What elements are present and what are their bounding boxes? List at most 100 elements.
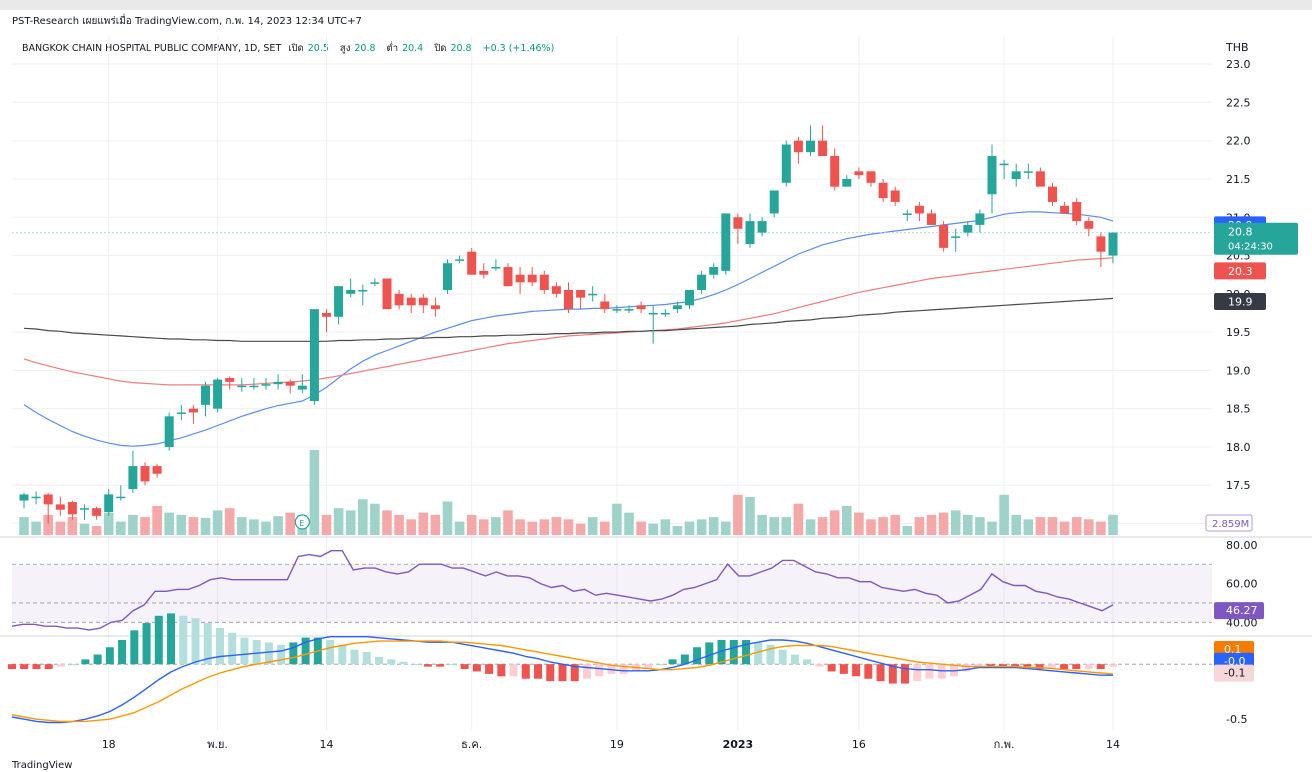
macd-histogram-bar xyxy=(326,640,335,665)
macd-histogram-bar xyxy=(301,637,310,665)
symbol-label: BANGKOK CHAIN HOSPITAL PUBLIC COMPANY, 1… xyxy=(22,43,282,54)
rsi-tick-label: 80.00 xyxy=(1226,539,1258,552)
volume-bar xyxy=(793,503,804,535)
macd-histogram-bar xyxy=(742,640,750,665)
x-tick-label: พ.ย. xyxy=(207,738,228,751)
macd-value-label: 0.1 xyxy=(1224,643,1242,656)
candle-body xyxy=(92,508,102,516)
candle-body xyxy=(237,385,247,388)
macd-histogram-bar xyxy=(289,642,298,665)
volume-bar xyxy=(648,523,658,535)
macd-histogram-bar xyxy=(448,664,457,666)
candle-body xyxy=(394,293,404,306)
candle-body xyxy=(588,293,598,296)
volume-bar xyxy=(950,510,961,535)
volume-bar xyxy=(176,514,187,535)
price-label-box-1 xyxy=(1214,222,1298,255)
price-tick-label: 22.5 xyxy=(1226,96,1251,109)
candle-body xyxy=(443,263,452,290)
macd-histogram-bar xyxy=(167,613,176,665)
candle-body xyxy=(273,381,283,385)
volume-bar xyxy=(551,517,562,535)
price-tick-label: 18.5 xyxy=(1226,403,1251,416)
candle-body xyxy=(1023,171,1033,173)
volume-bar xyxy=(503,510,513,535)
macd-histogram-bar xyxy=(595,664,604,677)
volume-bar xyxy=(781,517,792,535)
macd-histogram-bar xyxy=(240,637,249,665)
macd-histogram-bar xyxy=(986,664,995,667)
candle-body xyxy=(406,297,416,306)
candle-body xyxy=(515,274,525,283)
macd-histogram-bar xyxy=(93,654,102,665)
rsi-tick-label: 60.00 xyxy=(1226,578,1258,591)
volume-bar xyxy=(394,514,404,535)
macd-histogram-bar xyxy=(1047,664,1056,670)
macd-histogram-bar xyxy=(399,661,408,665)
macd-histogram-bar xyxy=(521,664,530,679)
volume-bar xyxy=(358,499,368,535)
macd-histogram-bar xyxy=(582,664,591,679)
macd-histogram-bar xyxy=(864,664,873,679)
candle-body xyxy=(636,305,646,310)
candle-body xyxy=(539,274,549,290)
macd-tick-label: -0.5 xyxy=(1226,713,1247,726)
macd-histogram-bar xyxy=(534,664,543,679)
candle-body xyxy=(104,494,114,513)
macd-histogram-bar xyxy=(925,664,934,679)
volume-bar xyxy=(212,510,223,535)
candle-body xyxy=(55,504,65,510)
macd-histogram-bar xyxy=(803,659,812,665)
macd-histogram-bar xyxy=(680,654,689,665)
candle-body xyxy=(721,213,731,271)
volume-bar xyxy=(479,519,489,535)
candle-body xyxy=(80,508,89,510)
price-tick-label: 21.5 xyxy=(1226,173,1251,186)
x-tick-label: ธ.ค. xyxy=(461,738,482,751)
volume-bar xyxy=(19,517,29,535)
candle-body xyxy=(1011,171,1021,179)
volume-bar xyxy=(672,526,683,535)
macd-histogram-bar xyxy=(570,664,579,682)
rsi-line xyxy=(11,550,1114,631)
volume-bar xyxy=(103,512,114,535)
macd-histogram-bar xyxy=(460,664,469,670)
volume-bar xyxy=(696,519,707,535)
price-label-text: 20.8 xyxy=(1228,226,1253,239)
candle-body xyxy=(201,385,210,405)
macd-line xyxy=(11,636,1113,724)
macd-histogram-bar xyxy=(974,664,983,667)
volume-bar xyxy=(999,494,1009,535)
macd-histogram-bar xyxy=(509,664,518,677)
macd-histogram-bar xyxy=(436,664,445,667)
volume-bar xyxy=(890,514,900,535)
volume-badge-box xyxy=(1205,514,1253,532)
close-label: ปิด xyxy=(434,43,447,54)
volume-bar xyxy=(587,517,598,535)
macd-histogram-bar xyxy=(252,640,261,665)
candle-body xyxy=(769,190,779,214)
candle-body xyxy=(297,385,307,390)
volume-bar xyxy=(333,508,344,535)
macd-histogram-bar xyxy=(44,664,53,670)
volume-bar xyxy=(224,508,235,535)
candle-body xyxy=(334,286,344,317)
candle-body xyxy=(430,305,440,310)
volume-bar xyxy=(249,519,259,535)
candle-body xyxy=(999,163,1009,166)
volume-bar xyxy=(1084,519,1094,535)
candle-body xyxy=(781,144,791,183)
macd-histogram-bar xyxy=(32,664,41,670)
macd-histogram-bar xyxy=(215,627,224,665)
candle-body xyxy=(1035,171,1045,187)
macd-histogram-bar xyxy=(497,664,506,677)
macd-histogram-bar xyxy=(1011,664,1020,667)
price-tick-label: 19.0 xyxy=(1226,364,1251,377)
volume-bar xyxy=(563,519,574,535)
price-tick-label: 22.0 xyxy=(1226,135,1251,148)
macd-histogram-bar xyxy=(717,640,726,665)
macd-histogram-bar xyxy=(411,664,420,666)
low-label: ต่ำ xyxy=(386,43,399,54)
volume-bar xyxy=(515,519,525,535)
